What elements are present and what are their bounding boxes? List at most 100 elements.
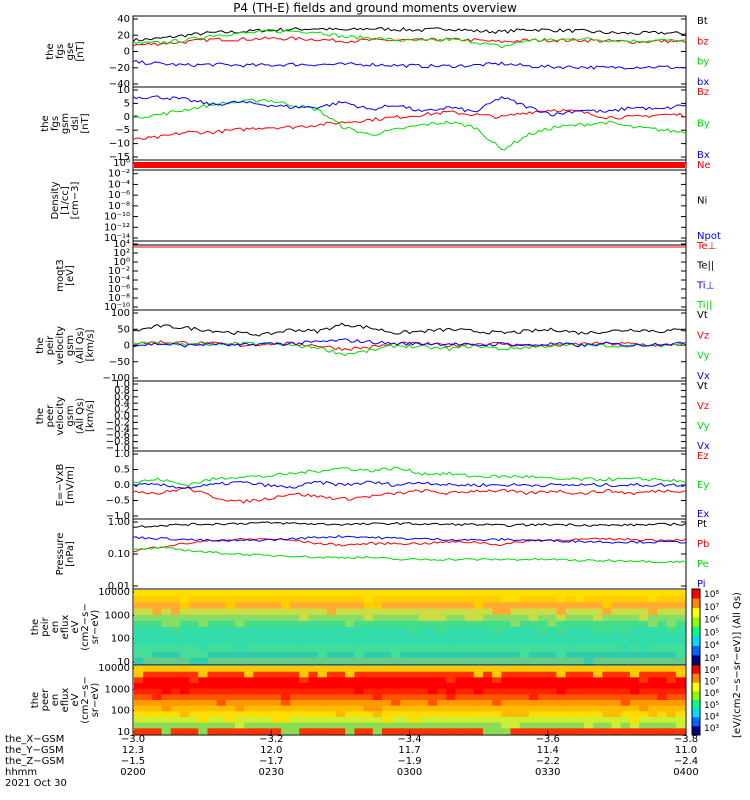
heat-cell	[290, 700, 300, 707]
heat-cell	[556, 671, 567, 678]
heat-cell	[574, 688, 585, 695]
ylabel-group: the peir velocity gsm (All Qs) [km/s]	[35, 326, 96, 365]
ytick-label: 10⁻⁴	[108, 275, 130, 286]
heat-cell	[363, 671, 374, 678]
ylabel-line: en	[50, 694, 61, 707]
heat-cell	[345, 602, 355, 610]
heat-cell	[189, 711, 199, 718]
heat-cell	[134, 717, 144, 724]
ytick-label: 100	[111, 706, 130, 717]
heat-cell	[556, 596, 567, 603]
heat-cell	[134, 639, 144, 647]
heat-cell	[446, 657, 457, 665]
heat-cell	[620, 651, 631, 659]
heat-cell	[538, 627, 548, 634]
heat-cell	[464, 677, 475, 684]
heat-cell	[326, 633, 337, 640]
heat-cell	[225, 717, 236, 724]
heat-cell	[391, 639, 401, 647]
heat-cell	[326, 694, 337, 701]
heat-cell	[574, 590, 585, 597]
heat-cell	[207, 671, 218, 678]
heat-cell	[290, 688, 300, 695]
heat-cell	[198, 666, 209, 673]
heat-cell	[657, 633, 668, 640]
heat-cell	[629, 671, 640, 678]
heat-cell	[666, 711, 677, 718]
heat-cell	[363, 639, 374, 647]
ytick-label: 0.10	[108, 549, 130, 560]
heat-cell	[326, 657, 337, 665]
heat-cell	[354, 620, 365, 628]
heat-cell	[381, 728, 392, 735]
heat-cell	[189, 683, 199, 690]
heat-cell	[492, 728, 502, 735]
heat-cell	[501, 614, 512, 622]
heat-cell	[437, 666, 447, 673]
heat-cell	[336, 602, 346, 610]
heat-cell	[299, 671, 310, 678]
heat-cell	[556, 705, 567, 712]
heat-cell	[593, 627, 603, 634]
heat-cell	[455, 705, 466, 712]
heat-cell	[253, 671, 264, 678]
heat-cell	[280, 608, 291, 616]
heat-cell	[143, 688, 153, 695]
heat-cell	[198, 627, 209, 634]
heat-cell	[482, 651, 493, 659]
heat-cell	[437, 683, 447, 690]
heat-cell	[400, 728, 411, 735]
heat-cell	[611, 639, 622, 647]
heat-cell	[179, 645, 190, 653]
heat-cell	[620, 671, 631, 678]
heat-cell	[602, 645, 613, 653]
heat-cell	[492, 700, 502, 707]
heat-cell	[593, 657, 603, 665]
heat-cell	[464, 717, 475, 724]
heat-cell	[381, 700, 392, 707]
heat-cell	[556, 657, 567, 665]
heat-cell	[271, 602, 282, 610]
heat-cell	[280, 614, 291, 622]
heat-cell	[134, 596, 144, 603]
heat-cell	[519, 694, 530, 701]
heat-cell	[244, 717, 254, 724]
legend-bz: bz	[697, 36, 709, 47]
ylabel-line: the	[45, 43, 56, 59]
heat-cell	[345, 596, 355, 603]
heat-cell	[446, 633, 457, 640]
heat-cell	[280, 666, 291, 673]
heat-cell	[235, 705, 245, 712]
heat-cell	[170, 614, 181, 622]
xtick-x: −3.2	[259, 734, 283, 745]
ylabel-line: E=−VxB	[55, 464, 66, 507]
heat-cell	[216, 608, 227, 616]
heat-cell	[427, 717, 438, 724]
heat-cell	[170, 711, 181, 718]
heat-cell	[381, 671, 392, 678]
heat-cell	[400, 657, 411, 665]
panel-frame	[132, 380, 687, 452]
heat-cell	[602, 639, 613, 647]
xtick-y: 11.4	[537, 745, 559, 756]
ytick-label: 0.01	[108, 581, 130, 592]
heat-cell	[225, 728, 236, 735]
heat-cell	[290, 590, 300, 597]
ytick-label: 10⁰	[113, 257, 130, 268]
heat-cell	[198, 688, 209, 695]
heat-cell	[244, 728, 254, 735]
heat-cell	[611, 657, 622, 665]
heat-cell	[216, 657, 227, 665]
heat-cell	[501, 620, 512, 628]
heat-cell	[556, 694, 567, 701]
ylabel-line: the	[30, 692, 41, 708]
heat-cell	[556, 627, 567, 634]
ylabel-line: velocity	[55, 396, 66, 435]
heat-cell	[501, 590, 512, 597]
heat-cell	[547, 711, 558, 718]
heat-cell	[620, 711, 631, 718]
heat-cell	[244, 722, 254, 729]
heat-cell	[308, 639, 319, 647]
heat-cell	[639, 683, 649, 690]
heat-cell	[473, 671, 484, 678]
